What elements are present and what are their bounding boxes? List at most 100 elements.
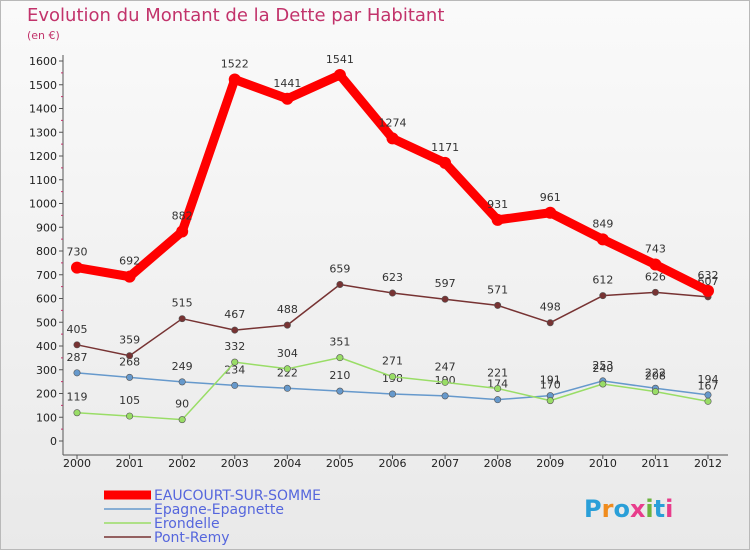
data-label: 743 <box>645 243 666 256</box>
legend-label: Erondelle <box>154 516 220 532</box>
data-label: 961 <box>540 191 561 204</box>
data-label: 304 <box>277 347 298 360</box>
x-tick-label: 2004 <box>273 457 301 470</box>
data-label: 1541 <box>326 53 354 66</box>
data-point <box>71 261 83 274</box>
data-label: 405 <box>67 323 88 336</box>
data-point <box>386 132 399 145</box>
data-label: 849 <box>592 217 613 230</box>
data-point <box>283 321 291 329</box>
data-label: 1274 <box>379 116 407 129</box>
data-point <box>231 381 239 389</box>
data-point <box>178 315 186 323</box>
data-label: 194 <box>698 373 719 386</box>
data-point <box>231 326 239 334</box>
data-label: 222 <box>277 366 298 379</box>
x-tick-label: 2006 <box>379 457 407 470</box>
chart-unit: (en €) <box>27 29 60 42</box>
data-point <box>388 289 396 297</box>
data-label: 1522 <box>221 58 249 71</box>
y-tick-label: 700 <box>36 269 57 282</box>
data-point <box>336 387 344 395</box>
data-point <box>126 352 134 360</box>
data-label: 882 <box>172 210 193 223</box>
data-point <box>336 280 344 288</box>
y-tick-label: 500 <box>36 316 57 329</box>
data-label: 612 <box>592 274 613 287</box>
data-point <box>231 358 239 366</box>
data-point <box>176 225 189 238</box>
data-point <box>651 288 659 296</box>
data-label: 332 <box>224 340 245 353</box>
data-label: 90 <box>175 398 189 411</box>
data-label: 167 <box>698 379 719 392</box>
data-point <box>441 378 449 386</box>
data-label: 191 <box>540 374 561 387</box>
data-point <box>702 284 714 297</box>
legend-label: EAUCOURT-SUR-SOMME <box>154 488 321 504</box>
data-label: 515 <box>172 297 193 310</box>
data-point <box>494 396 502 404</box>
data-point <box>546 397 554 405</box>
data-point <box>704 397 712 405</box>
data-label: 287 <box>67 351 88 364</box>
y-tick-label: 900 <box>36 221 57 234</box>
data-point <box>491 213 504 226</box>
data-label: 221 <box>487 367 508 380</box>
data-label: 1171 <box>431 141 459 154</box>
y-tick-label: 600 <box>36 293 57 306</box>
data-label: 1441 <box>273 77 301 90</box>
x-tick-label: 2000 <box>63 457 91 470</box>
y-tick-label: 1300 <box>29 126 57 139</box>
data-point <box>704 391 712 399</box>
data-point <box>388 373 396 381</box>
data-label: 253 <box>592 359 613 372</box>
data-point <box>178 416 186 424</box>
data-point <box>494 301 502 309</box>
x-tick-label: 2002 <box>168 457 196 470</box>
data-point <box>333 69 346 82</box>
legend-label: Epagne-Epagnette <box>154 502 284 518</box>
data-point <box>336 354 344 362</box>
data-label: 597 <box>435 277 456 290</box>
data-label: 247 <box>435 360 456 373</box>
x-tick-label: 2009 <box>536 457 564 470</box>
y-tick-label: 1200 <box>29 150 57 163</box>
data-label: 623 <box>382 271 403 284</box>
y-tick-label: 1500 <box>29 79 57 92</box>
x-tick-label: 2001 <box>116 457 144 470</box>
data-label: 268 <box>119 355 140 368</box>
x-tick-label: 2007 <box>431 457 459 470</box>
data-point <box>441 392 449 400</box>
x-tick-label: 2005 <box>326 457 354 470</box>
data-label: 222 <box>645 366 666 379</box>
data-point <box>73 409 81 417</box>
data-point <box>546 319 554 327</box>
data-point <box>228 73 241 86</box>
data-point <box>178 378 186 386</box>
data-point <box>599 292 607 300</box>
y-tick-label: 200 <box>36 388 57 401</box>
data-label: 571 <box>487 283 508 296</box>
x-tick-label: 2010 <box>589 457 617 470</box>
data-label: 467 <box>224 308 245 321</box>
data-point <box>651 388 659 396</box>
data-label: 659 <box>329 262 350 275</box>
data-point <box>649 258 662 271</box>
data-point <box>599 380 607 388</box>
data-label: 931 <box>487 198 508 211</box>
x-tick-label: 2011 <box>641 457 669 470</box>
data-label: 249 <box>172 360 193 373</box>
y-tick-label: 800 <box>36 245 57 258</box>
data-label: 359 <box>119 334 140 347</box>
y-tick-label: 1600 <box>29 55 57 68</box>
data-point <box>123 270 136 283</box>
data-label: 692 <box>119 255 140 268</box>
data-point <box>126 373 134 381</box>
data-point <box>281 92 294 105</box>
data-label: 488 <box>277 303 298 316</box>
data-label: 170 <box>540 379 561 392</box>
x-tick-label: 2012 <box>694 457 722 470</box>
data-label: 240 <box>592 362 613 375</box>
